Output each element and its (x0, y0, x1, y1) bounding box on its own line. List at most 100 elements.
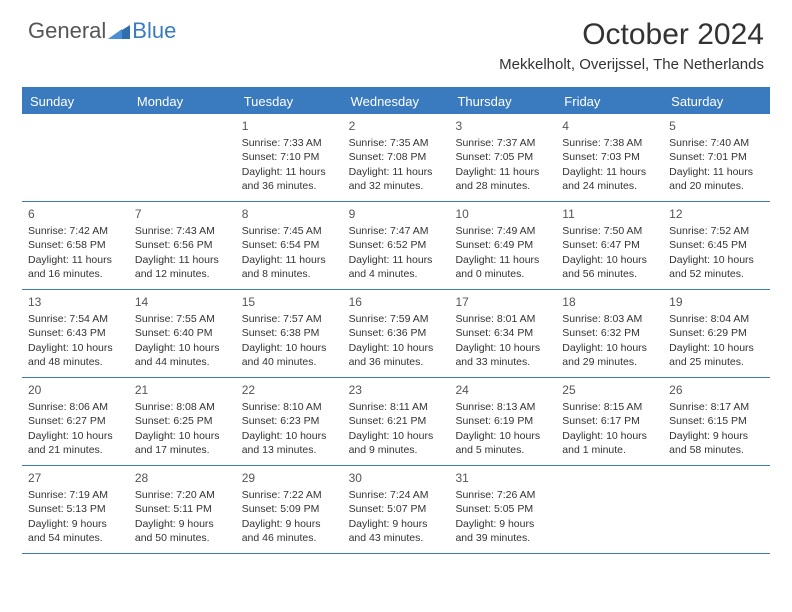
day-cell: 26Sunrise: 8:17 AMSunset: 6:15 PMDayligh… (663, 378, 770, 465)
day-day2: and 56 minutes. (562, 267, 657, 281)
day-sunrise: Sunrise: 7:35 AM (349, 136, 444, 150)
day-cell: 21Sunrise: 8:08 AMSunset: 6:25 PMDayligh… (129, 378, 236, 465)
day-cell: 29Sunrise: 7:22 AMSunset: 5:09 PMDayligh… (236, 466, 343, 553)
day-sunrise: Sunrise: 8:08 AM (135, 400, 230, 414)
logo-text-blue: Blue (132, 18, 176, 44)
day-day1: Daylight: 11 hours (669, 165, 764, 179)
logo-triangle-icon (108, 23, 130, 39)
weekday-header: Sunday (22, 89, 129, 114)
day-number: 28 (135, 470, 230, 486)
day-number: 11 (562, 206, 657, 222)
day-number: 14 (135, 294, 230, 310)
day-sunrise: Sunrise: 8:11 AM (349, 400, 444, 414)
day-sunrise: Sunrise: 7:24 AM (349, 488, 444, 502)
day-sunrise: Sunrise: 7:40 AM (669, 136, 764, 150)
day-day1: Daylight: 11 hours (242, 253, 337, 267)
day-day1: Daylight: 9 hours (28, 517, 123, 531)
day-sunrise: Sunrise: 7:37 AM (455, 136, 550, 150)
day-day1: Daylight: 9 hours (455, 517, 550, 531)
week-row: 1Sunrise: 7:33 AMSunset: 7:10 PMDaylight… (22, 114, 770, 202)
day-cell: 16Sunrise: 7:59 AMSunset: 6:36 PMDayligh… (343, 290, 450, 377)
day-day2: and 20 minutes. (669, 179, 764, 193)
weekday-header: Wednesday (343, 89, 450, 114)
day-sunset: Sunset: 5:11 PM (135, 502, 230, 516)
day-sunset: Sunset: 7:08 PM (349, 150, 444, 164)
day-day1: Daylight: 11 hours (28, 253, 123, 267)
month-title: October 2024 (499, 18, 764, 52)
weekday-row: Sunday Monday Tuesday Wednesday Thursday… (22, 89, 770, 114)
day-day1: Daylight: 10 hours (455, 341, 550, 355)
day-cell: 31Sunrise: 7:26 AMSunset: 5:05 PMDayligh… (449, 466, 556, 553)
day-day2: and 17 minutes. (135, 443, 230, 457)
day-number: 7 (135, 206, 230, 222)
day-sunrise: Sunrise: 7:33 AM (242, 136, 337, 150)
week-row: 6Sunrise: 7:42 AMSunset: 6:58 PMDaylight… (22, 202, 770, 290)
day-cell: 20Sunrise: 8:06 AMSunset: 6:27 PMDayligh… (22, 378, 129, 465)
day-sunset: Sunset: 6:56 PM (135, 238, 230, 252)
day-sunset: Sunset: 5:07 PM (349, 502, 444, 516)
day-number: 9 (349, 206, 444, 222)
day-cell: 13Sunrise: 7:54 AMSunset: 6:43 PMDayligh… (22, 290, 129, 377)
day-day1: Daylight: 10 hours (28, 429, 123, 443)
day-sunset: Sunset: 6:58 PM (28, 238, 123, 252)
day-day2: and 44 minutes. (135, 355, 230, 369)
day-cell: 24Sunrise: 8:13 AMSunset: 6:19 PMDayligh… (449, 378, 556, 465)
day-day2: and 40 minutes. (242, 355, 337, 369)
day-day2: and 36 minutes. (242, 179, 337, 193)
day-day2: and 24 minutes. (562, 179, 657, 193)
day-number: 31 (455, 470, 550, 486)
day-day2: and 1 minute. (562, 443, 657, 457)
day-sunset: Sunset: 7:01 PM (669, 150, 764, 164)
day-number: 13 (28, 294, 123, 310)
day-day2: and 36 minutes. (349, 355, 444, 369)
day-sunset: Sunset: 6:54 PM (242, 238, 337, 252)
day-number: 5 (669, 118, 764, 134)
day-day1: Daylight: 10 hours (562, 429, 657, 443)
day-day1: Daylight: 11 hours (242, 165, 337, 179)
day-sunset: Sunset: 6:38 PM (242, 326, 337, 340)
day-number: 17 (455, 294, 550, 310)
day-number: 30 (349, 470, 444, 486)
weekday-header: Tuesday (236, 89, 343, 114)
day-cell: 1Sunrise: 7:33 AMSunset: 7:10 PMDaylight… (236, 114, 343, 201)
weekday-header: Thursday (449, 89, 556, 114)
day-sunset: Sunset: 7:05 PM (455, 150, 550, 164)
day-number: 3 (455, 118, 550, 134)
day-sunset: Sunset: 6:25 PM (135, 414, 230, 428)
day-day2: and 4 minutes. (349, 267, 444, 281)
day-cell: 12Sunrise: 7:52 AMSunset: 6:45 PMDayligh… (663, 202, 770, 289)
day-cell: 18Sunrise: 8:03 AMSunset: 6:32 PMDayligh… (556, 290, 663, 377)
day-number: 1 (242, 118, 337, 134)
day-cell: 9Sunrise: 7:47 AMSunset: 6:52 PMDaylight… (343, 202, 450, 289)
day-number: 21 (135, 382, 230, 398)
day-sunset: Sunset: 6:27 PM (28, 414, 123, 428)
day-day1: Daylight: 9 hours (349, 517, 444, 531)
day-cell: 10Sunrise: 7:49 AMSunset: 6:49 PMDayligh… (449, 202, 556, 289)
day-sunrise: Sunrise: 8:10 AM (242, 400, 337, 414)
location: Mekkelholt, Overijssel, The Netherlands (499, 56, 764, 73)
day-day2: and 5 minutes. (455, 443, 550, 457)
day-sunset: Sunset: 6:43 PM (28, 326, 123, 340)
day-sunset: Sunset: 6:49 PM (455, 238, 550, 252)
day-cell (22, 114, 129, 201)
week-row: 13Sunrise: 7:54 AMSunset: 6:43 PMDayligh… (22, 290, 770, 378)
day-number: 23 (349, 382, 444, 398)
day-sunset: Sunset: 5:09 PM (242, 502, 337, 516)
day-sunset: Sunset: 7:03 PM (562, 150, 657, 164)
day-cell: 25Sunrise: 8:15 AMSunset: 6:17 PMDayligh… (556, 378, 663, 465)
day-sunset: Sunset: 5:05 PM (455, 502, 550, 516)
day-sunrise: Sunrise: 8:03 AM (562, 312, 657, 326)
day-sunset: Sunset: 6:29 PM (669, 326, 764, 340)
week-row: 27Sunrise: 7:19 AMSunset: 5:13 PMDayligh… (22, 466, 770, 554)
day-sunrise: Sunrise: 7:52 AM (669, 224, 764, 238)
day-day1: Daylight: 9 hours (135, 517, 230, 531)
day-sunset: Sunset: 6:34 PM (455, 326, 550, 340)
day-cell: 19Sunrise: 8:04 AMSunset: 6:29 PMDayligh… (663, 290, 770, 377)
day-day1: Daylight: 11 hours (455, 253, 550, 267)
day-number: 24 (455, 382, 550, 398)
weekday-header: Monday (129, 89, 236, 114)
day-number: 19 (669, 294, 764, 310)
header: General Blue October 2024 Mekkelholt, Ov… (0, 0, 792, 81)
day-day1: Daylight: 10 hours (562, 253, 657, 267)
day-sunrise: Sunrise: 8:04 AM (669, 312, 764, 326)
